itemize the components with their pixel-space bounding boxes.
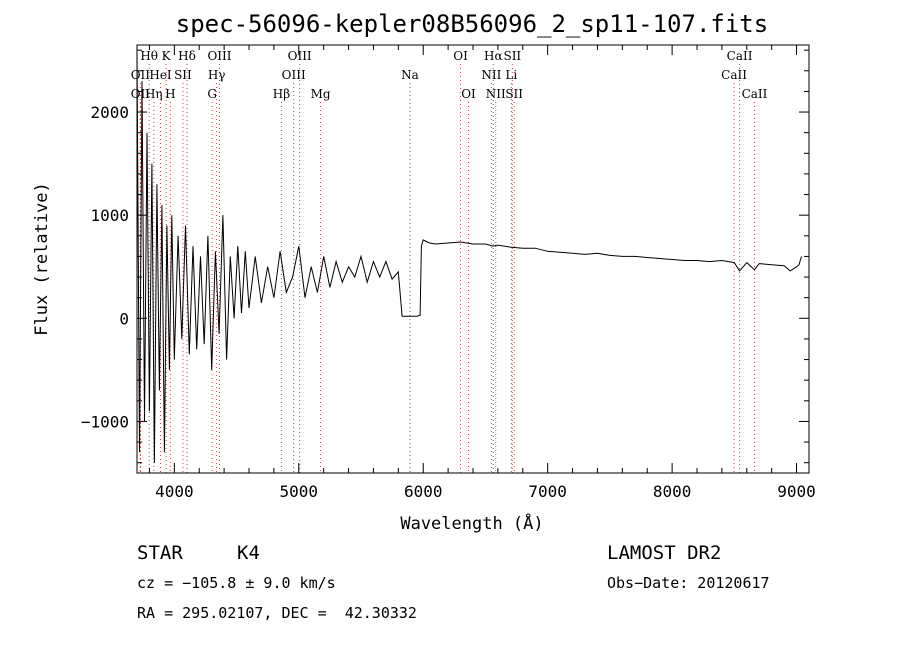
spectral-line-label: Hα — [484, 49, 503, 63]
sky-coordinates: RA = 295.02107, DEC = 42.30332 — [137, 604, 417, 622]
spectral-line-label: CaII — [721, 68, 747, 82]
spectral-line-label: Hδ — [178, 49, 196, 63]
spectral-line-label: CaII — [742, 87, 768, 101]
x-tick-label: 4000 — [155, 482, 194, 501]
x-tick-label: 7000 — [528, 482, 567, 501]
spectral-line-label: SII — [505, 87, 523, 101]
chart-title: spec-56096-kepler08B56096_2_sp11-107.fit… — [176, 10, 768, 38]
survey-name: LAMOST DR2 — [607, 542, 722, 564]
observation-date: Obs−Date: 20120617 — [607, 574, 770, 592]
spectrum-line — [136, 50, 802, 463]
spectral-line-label: G — [207, 87, 217, 101]
spectral-line-label: OIII — [288, 49, 312, 63]
object-class: STAR — [137, 542, 183, 564]
spectral-line-label: H — [165, 87, 175, 101]
x-tick-label: 8000 — [653, 482, 692, 501]
spectral-line-label: Hγ — [208, 68, 226, 82]
spectral-line-label: SII — [503, 49, 521, 63]
y-tick-label: −1000 — [81, 412, 129, 431]
plot-frame — [136, 44, 810, 474]
spectral-line-label: CaII — [727, 49, 753, 63]
spectral-line-label: SII — [174, 68, 192, 82]
x-tick-label: 9000 — [777, 482, 816, 501]
spectral-line-label: NII — [481, 68, 501, 82]
spectral-line-label: NII — [486, 87, 506, 101]
spectral-line-label: Li — [505, 68, 517, 82]
spectral-line-label: K — [162, 49, 172, 63]
spectral-line-label: Mg — [311, 87, 331, 101]
y-tick-label: 1000 — [90, 206, 129, 225]
axes: 4000 5000 6000 7000 8000 9000 −1000 0 1000 2000 — [81, 45, 816, 501]
spectral-line-label: OI — [453, 49, 468, 63]
spectral-line-label: OI — [461, 87, 476, 101]
y-tick-label: 0 — [119, 309, 129, 328]
spectral-line-label: OII — [131, 87, 151, 101]
spectral-line-label: OII — [131, 68, 151, 82]
spectral-line-label: Hβ — [273, 87, 290, 101]
x-axis-label: Wavelength (Å) — [400, 512, 543, 534]
y-axis-label: Flux (relative) — [32, 182, 52, 336]
spectral-line-label: OIII — [207, 49, 231, 63]
spectral-line-label: OIII — [282, 68, 306, 82]
spectral-line-label: Hθ — [140, 49, 158, 63]
object-subclass: K4 — [237, 542, 260, 564]
x-tick-label: 6000 — [404, 482, 443, 501]
x-tick-label: 5000 — [280, 482, 319, 501]
y-tick-label: 2000 — [90, 103, 129, 122]
spectral-line-label: HeI — [149, 68, 172, 82]
spectrum-trace — [136, 50, 802, 463]
spectral-line-label: Na — [401, 68, 419, 82]
spectral-line-label: Hη — [145, 87, 163, 101]
redshift-velocity: cz = −105.8 ± 9.0 km/s — [137, 574, 336, 592]
